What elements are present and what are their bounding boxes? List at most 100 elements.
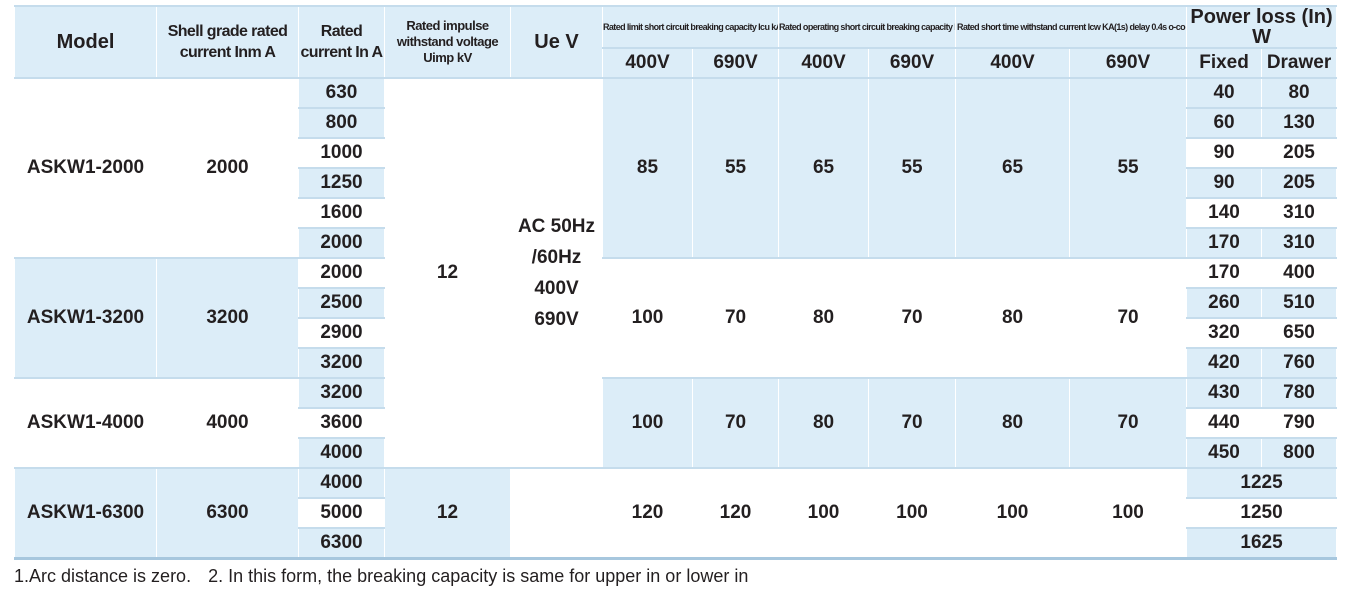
power-loss-drawer-cell: 310 xyxy=(1261,227,1338,259)
power-loss-fixed-cell: 170 xyxy=(1186,257,1263,289)
ics-690v-cell: 55 xyxy=(868,77,957,259)
model-cell: ASKW1-2000 xyxy=(14,77,157,259)
table-row: 3600 440 790 xyxy=(15,407,1338,439)
icu-400v-cell: 100 xyxy=(602,377,693,469)
footnote-2: 2. In this form, the breaking capacity i… xyxy=(208,566,749,586)
ue-line: AC 50Hz xyxy=(517,216,596,237)
rated-current-cell: 3200 xyxy=(298,377,385,409)
icu-690v-cell: 70 xyxy=(691,257,780,379)
header-ics: Rated operating short circuit breaking c… xyxy=(778,5,957,49)
rated-current-cell: 2000 xyxy=(298,257,385,289)
specification-table: Model Shell grade rated current Inm A Ra… xyxy=(14,5,1338,560)
subheader-icw-400v: 400V xyxy=(955,47,1071,79)
power-loss-drawer-cell: 400 xyxy=(1261,257,1338,289)
ics-400v-cell: 65 xyxy=(778,77,870,259)
rated-current-cell: 630 xyxy=(298,77,385,109)
power-loss-fixed-cell: 450 xyxy=(1186,437,1263,469)
power-loss-drawer-cell: 510 xyxy=(1261,287,1338,319)
power-loss-merged-cell: 1250 xyxy=(1186,497,1338,529)
subheader-drawer: Drawer xyxy=(1261,47,1338,79)
table-row: 1600 140 310 xyxy=(15,197,1338,229)
power-loss-drawer-cell: 800 xyxy=(1261,437,1338,469)
table-row: 800 60 130 xyxy=(15,107,1338,139)
icu-690v-cell: 70 xyxy=(691,377,780,469)
icu-400v-cell: 100 xyxy=(602,257,693,379)
rated-current-cell: 4000 xyxy=(298,437,385,469)
power-loss-fixed-cell: 140 xyxy=(1186,197,1263,229)
rated-current-cell: 5000 xyxy=(298,497,385,529)
power-loss-fixed-cell: 170 xyxy=(1186,227,1263,259)
header-model: Model xyxy=(14,5,157,79)
header-icw: Rated short time withstand current Icw K… xyxy=(955,5,1188,49)
icw-400v-cell: 65 xyxy=(955,77,1071,259)
power-loss-drawer-cell: 205 xyxy=(1261,137,1338,169)
rated-current-cell: 1000 xyxy=(298,137,385,169)
header-ue: Ue V xyxy=(510,5,603,79)
subheader-ics-690v: 690V xyxy=(868,47,957,79)
power-loss-fixed-cell: 430 xyxy=(1186,377,1263,409)
power-loss-merged-cell: 1625 xyxy=(1186,527,1338,560)
icw-690v-cell: 70 xyxy=(1069,257,1188,379)
subheader-icw-690v: 690V xyxy=(1069,47,1188,79)
icw-690v-cell: 70 xyxy=(1069,377,1188,469)
power-loss-drawer-cell: 760 xyxy=(1261,347,1338,379)
power-loss-fixed-cell: 420 xyxy=(1186,347,1263,379)
table-row: ASKW1-6300 6300 4000 12 120 120 100 100 … xyxy=(14,467,1338,560)
icw-400v-cell: 100 xyxy=(955,467,1071,560)
power-loss-drawer-cell: 780 xyxy=(1261,377,1338,409)
header-shell-grade: Shell grade rated current Inm A xyxy=(156,5,299,79)
ue-line: 690V xyxy=(534,309,579,330)
icu-400v-cell: 120 xyxy=(602,467,693,560)
impulse-voltage-cell: 12 xyxy=(384,467,511,560)
table-row: ASKW1-3200 3200 2000 100 70 80 70 80 70 … xyxy=(14,257,1338,379)
subheader-icu-690v: 690V xyxy=(691,47,780,79)
subheader-fixed: Fixed xyxy=(1186,47,1263,79)
table-row: 2000 170 310 xyxy=(15,227,1338,259)
table-row: 4000 450 800 xyxy=(15,437,1338,469)
table-row: 1250 90 205 xyxy=(15,167,1338,199)
power-loss-drawer-cell: 80 xyxy=(1261,77,1338,109)
rated-current-cell: 3600 xyxy=(298,407,385,439)
icu-690v-cell: 55 xyxy=(691,77,780,259)
icw-690v-cell: 100 xyxy=(1069,467,1188,560)
table-row: 5000 1250 xyxy=(15,497,1338,529)
power-loss-drawer-cell: 310 xyxy=(1261,197,1338,229)
footnote: 1.Arc distance is zero. 2. In this form,… xyxy=(14,566,760,587)
table-row: ASKW1-2000 2000 630 12 AC 50Hz /60Hz 400… xyxy=(14,77,1338,469)
ics-690v-cell: 100 xyxy=(868,467,957,560)
power-loss-merged-cell: 1225 xyxy=(1186,467,1338,499)
power-loss-fixed-cell: 320 xyxy=(1186,317,1263,349)
rated-current-cell: 3200 xyxy=(298,347,385,379)
ue-line: 400V xyxy=(534,278,579,299)
table-row: 2500 260 510 xyxy=(15,287,1338,319)
ics-690v-cell: 70 xyxy=(868,377,957,469)
rated-current-cell: 4000 xyxy=(298,467,385,499)
table-row: 6300 1625 xyxy=(15,527,1338,560)
icw-400v-cell: 80 xyxy=(955,377,1071,469)
power-loss-fixed-cell: 90 xyxy=(1186,137,1263,169)
power-loss-drawer-cell: 790 xyxy=(1261,407,1338,439)
model-cell: ASKW1-6300 xyxy=(14,467,157,560)
model-cell: ASKW1-4000 xyxy=(14,377,157,469)
ue-empty-cell xyxy=(510,467,603,560)
rated-current-cell: 1600 xyxy=(298,197,385,229)
icu-690v-cell: 120 xyxy=(691,467,780,560)
table-row: ASKW1-4000 4000 3200 100 70 80 70 80 70 … xyxy=(14,377,1338,469)
header-row: Model Shell grade rated current Inm A Ra… xyxy=(14,5,1338,79)
rated-current-cell: 6300 xyxy=(298,527,385,560)
ue-cell: AC 50Hz /60Hz 400V 690V xyxy=(510,77,603,469)
rated-current-cell: 2000 xyxy=(298,227,385,259)
ics-400v-cell: 100 xyxy=(778,467,870,560)
ics-690v-cell: 70 xyxy=(868,257,957,379)
icw-690v-cell: 55 xyxy=(1069,77,1188,259)
subheader-ics-400v: 400V xyxy=(778,47,870,79)
icw-400v-cell: 80 xyxy=(955,257,1071,379)
power-loss-drawer-cell: 205 xyxy=(1261,167,1338,199)
power-loss-drawer-cell: 650 xyxy=(1261,317,1338,349)
header-rated-current: Rated current In A xyxy=(298,5,385,79)
table-row: 2900 320 650 xyxy=(15,317,1338,349)
power-loss-fixed-cell: 40 xyxy=(1186,77,1263,109)
power-loss-fixed-cell: 260 xyxy=(1186,287,1263,319)
ics-400v-cell: 80 xyxy=(778,257,870,379)
rated-current-cell: 1250 xyxy=(298,167,385,199)
